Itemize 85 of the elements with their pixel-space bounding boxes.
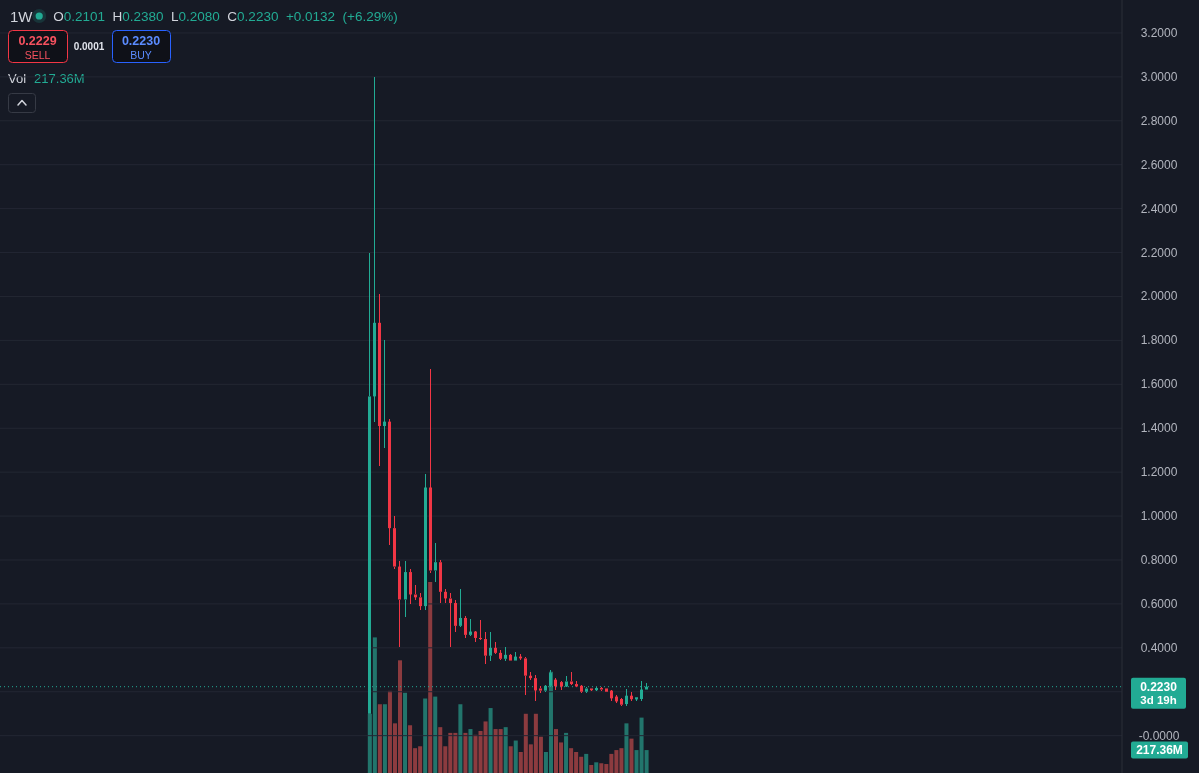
candlestick	[449, 592, 452, 648]
y-tick-label: 1.8000	[1140, 333, 1178, 348]
y-tick-label: 0.6000	[1140, 596, 1178, 611]
candlestick	[388, 418, 391, 546]
candlestick	[474, 631, 477, 643]
candlestick	[404, 560, 407, 618]
text: 217.36M	[1136, 743, 1183, 758]
candlestick	[393, 515, 396, 570]
candlestick	[625, 688, 628, 707]
candlestick	[373, 76, 376, 423]
bar	[599, 763, 604, 773]
bar	[564, 732, 569, 773]
candlestick	[484, 631, 487, 665]
y-tick-label: 1.0000	[1140, 509, 1178, 524]
text: Vol	[8, 70, 27, 86]
y-tick-label: 1.4000	[1140, 421, 1178, 436]
text: 1W	[10, 7, 34, 25]
annotation: BUY	[130, 48, 152, 61]
text: 217.36M	[34, 70, 85, 86]
bar	[438, 727, 443, 773]
candlestick	[570, 671, 573, 685]
y-tick-label: 1.6000	[1140, 377, 1178, 392]
bar	[629, 738, 634, 773]
ref-line-label: 0.2230	[1140, 679, 1178, 694]
annotation: 0.0001	[73, 40, 105, 52]
candlestick	[414, 584, 417, 601]
bar	[428, 582, 433, 773]
bar	[513, 740, 518, 773]
bar	[624, 723, 629, 773]
candlestick	[534, 674, 537, 702]
candlestick	[419, 592, 422, 611]
candlestick	[444, 588, 447, 604]
bar	[503, 727, 508, 773]
candlestick	[580, 685, 583, 692]
candlestick	[398, 560, 401, 648]
y-tick-label: 1.2000	[1140, 465, 1178, 480]
text: 3d 19h	[1140, 694, 1177, 707]
bar	[584, 753, 589, 773]
y-tick-label: 0.8000	[1140, 552, 1178, 567]
candlestick	[464, 615, 467, 639]
candlestick	[409, 568, 412, 605]
annotation: 0.2229	[18, 34, 57, 48]
bar	[488, 708, 493, 773]
candlestick	[504, 646, 507, 662]
text: O0.2101 H0.2380 L0.2080 C0.2230 +0.0132 (+6.29%)	[53, 8, 398, 24]
y-tick-label: 2.4000	[1140, 201, 1178, 216]
annotation: 0.2230	[121, 34, 161, 48]
bar	[408, 725, 413, 773]
bar	[458, 704, 463, 773]
y-tick-label: -0.0000	[1138, 728, 1180, 743]
y-tick-label: 2.6000	[1140, 157, 1178, 172]
y-tick-label: 2.0000	[1140, 289, 1178, 304]
candlestick	[383, 339, 386, 449]
bar	[483, 721, 488, 773]
candlestick	[610, 690, 613, 702]
candlestick	[469, 618, 472, 635]
y-tick-label: 3.2000	[1140, 25, 1178, 40]
y-tick-label: 2.8000	[1140, 113, 1178, 128]
y-tick-label: 3.0000	[1140, 69, 1178, 84]
bar	[433, 696, 438, 773]
bar	[468, 729, 473, 773]
annotation: SELL	[24, 48, 51, 61]
candlestick	[560, 682, 563, 691]
bar	[594, 762, 599, 773]
bar	[553, 729, 559, 773]
candlestick	[424, 473, 427, 611]
candlestick	[554, 677, 557, 691]
candlestick	[378, 293, 381, 467]
bar	[382, 704, 387, 773]
bar	[463, 732, 468, 773]
candlestick	[459, 588, 462, 626]
bar	[403, 692, 408, 773]
candlestick	[499, 649, 502, 659]
y-tick-label: 2.2000	[1140, 245, 1178, 260]
y-tick-label: 0.4000	[1140, 640, 1178, 655]
candlestick	[434, 542, 437, 583]
bar	[377, 704, 382, 773]
bar	[569, 748, 574, 773]
candlestick	[479, 619, 482, 640]
bar	[508, 746, 513, 773]
bar	[498, 729, 503, 773]
candlestick	[454, 599, 457, 633]
candlestick	[439, 559, 442, 604]
bar	[423, 698, 428, 773]
bar	[589, 764, 594, 773]
